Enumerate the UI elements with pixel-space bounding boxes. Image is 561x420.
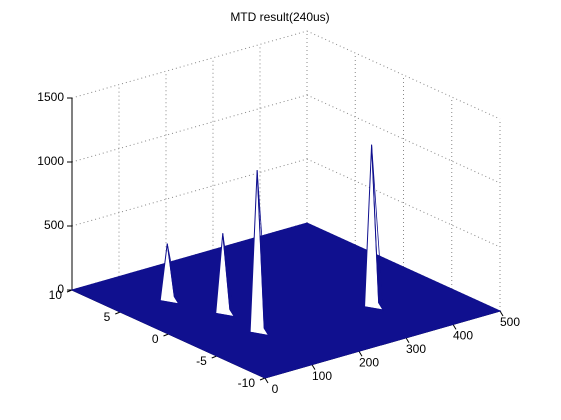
grid-line — [306, 30, 501, 120]
z-tick-label: 500 — [44, 218, 64, 232]
tick-mark — [452, 324, 457, 330]
z-tick-label: 1000 — [37, 154, 64, 168]
peak-mesh — [215, 233, 235, 318]
grid-line — [71, 30, 308, 99]
x-tick-label: 500 — [500, 315, 520, 329]
y-tick-label: 0 — [152, 332, 159, 346]
tick-mark — [259, 377, 266, 381]
y-tick-label: -10 — [238, 376, 256, 390]
grid-line — [306, 158, 501, 248]
chart-title: MTD result(240us) — [230, 10, 329, 24]
tick-mark — [264, 377, 269, 384]
tick-mark — [163, 333, 169, 337]
peak-mesh — [250, 170, 270, 336]
x-tick-label: 400 — [453, 329, 473, 343]
y-tick-label: 10 — [49, 288, 63, 302]
peak-mesh — [364, 144, 384, 311]
tick-mark — [211, 355, 217, 359]
z-tick-label: 0 — [57, 282, 64, 296]
tick-mark — [358, 350, 363, 357]
grid-line — [306, 94, 501, 184]
surface-floor — [70, 222, 502, 379]
tick-mark — [499, 310, 504, 317]
y-tick-label: 5 — [104, 310, 111, 324]
grid-line — [71, 94, 308, 163]
grid-line — [71, 158, 308, 227]
x-tick-label: 100 — [312, 369, 332, 383]
tick-mark — [115, 311, 121, 315]
tick-mark — [405, 337, 410, 344]
y-tick-label: -5 — [196, 354, 207, 368]
peak-mesh — [160, 243, 180, 305]
x-tick-label: 200 — [359, 355, 379, 369]
tick-mark — [311, 364, 316, 370]
x-tick-label: 0 — [272, 382, 279, 396]
z-tick-label: 1500 — [37, 90, 64, 104]
x-tick-label: 300 — [406, 342, 426, 356]
